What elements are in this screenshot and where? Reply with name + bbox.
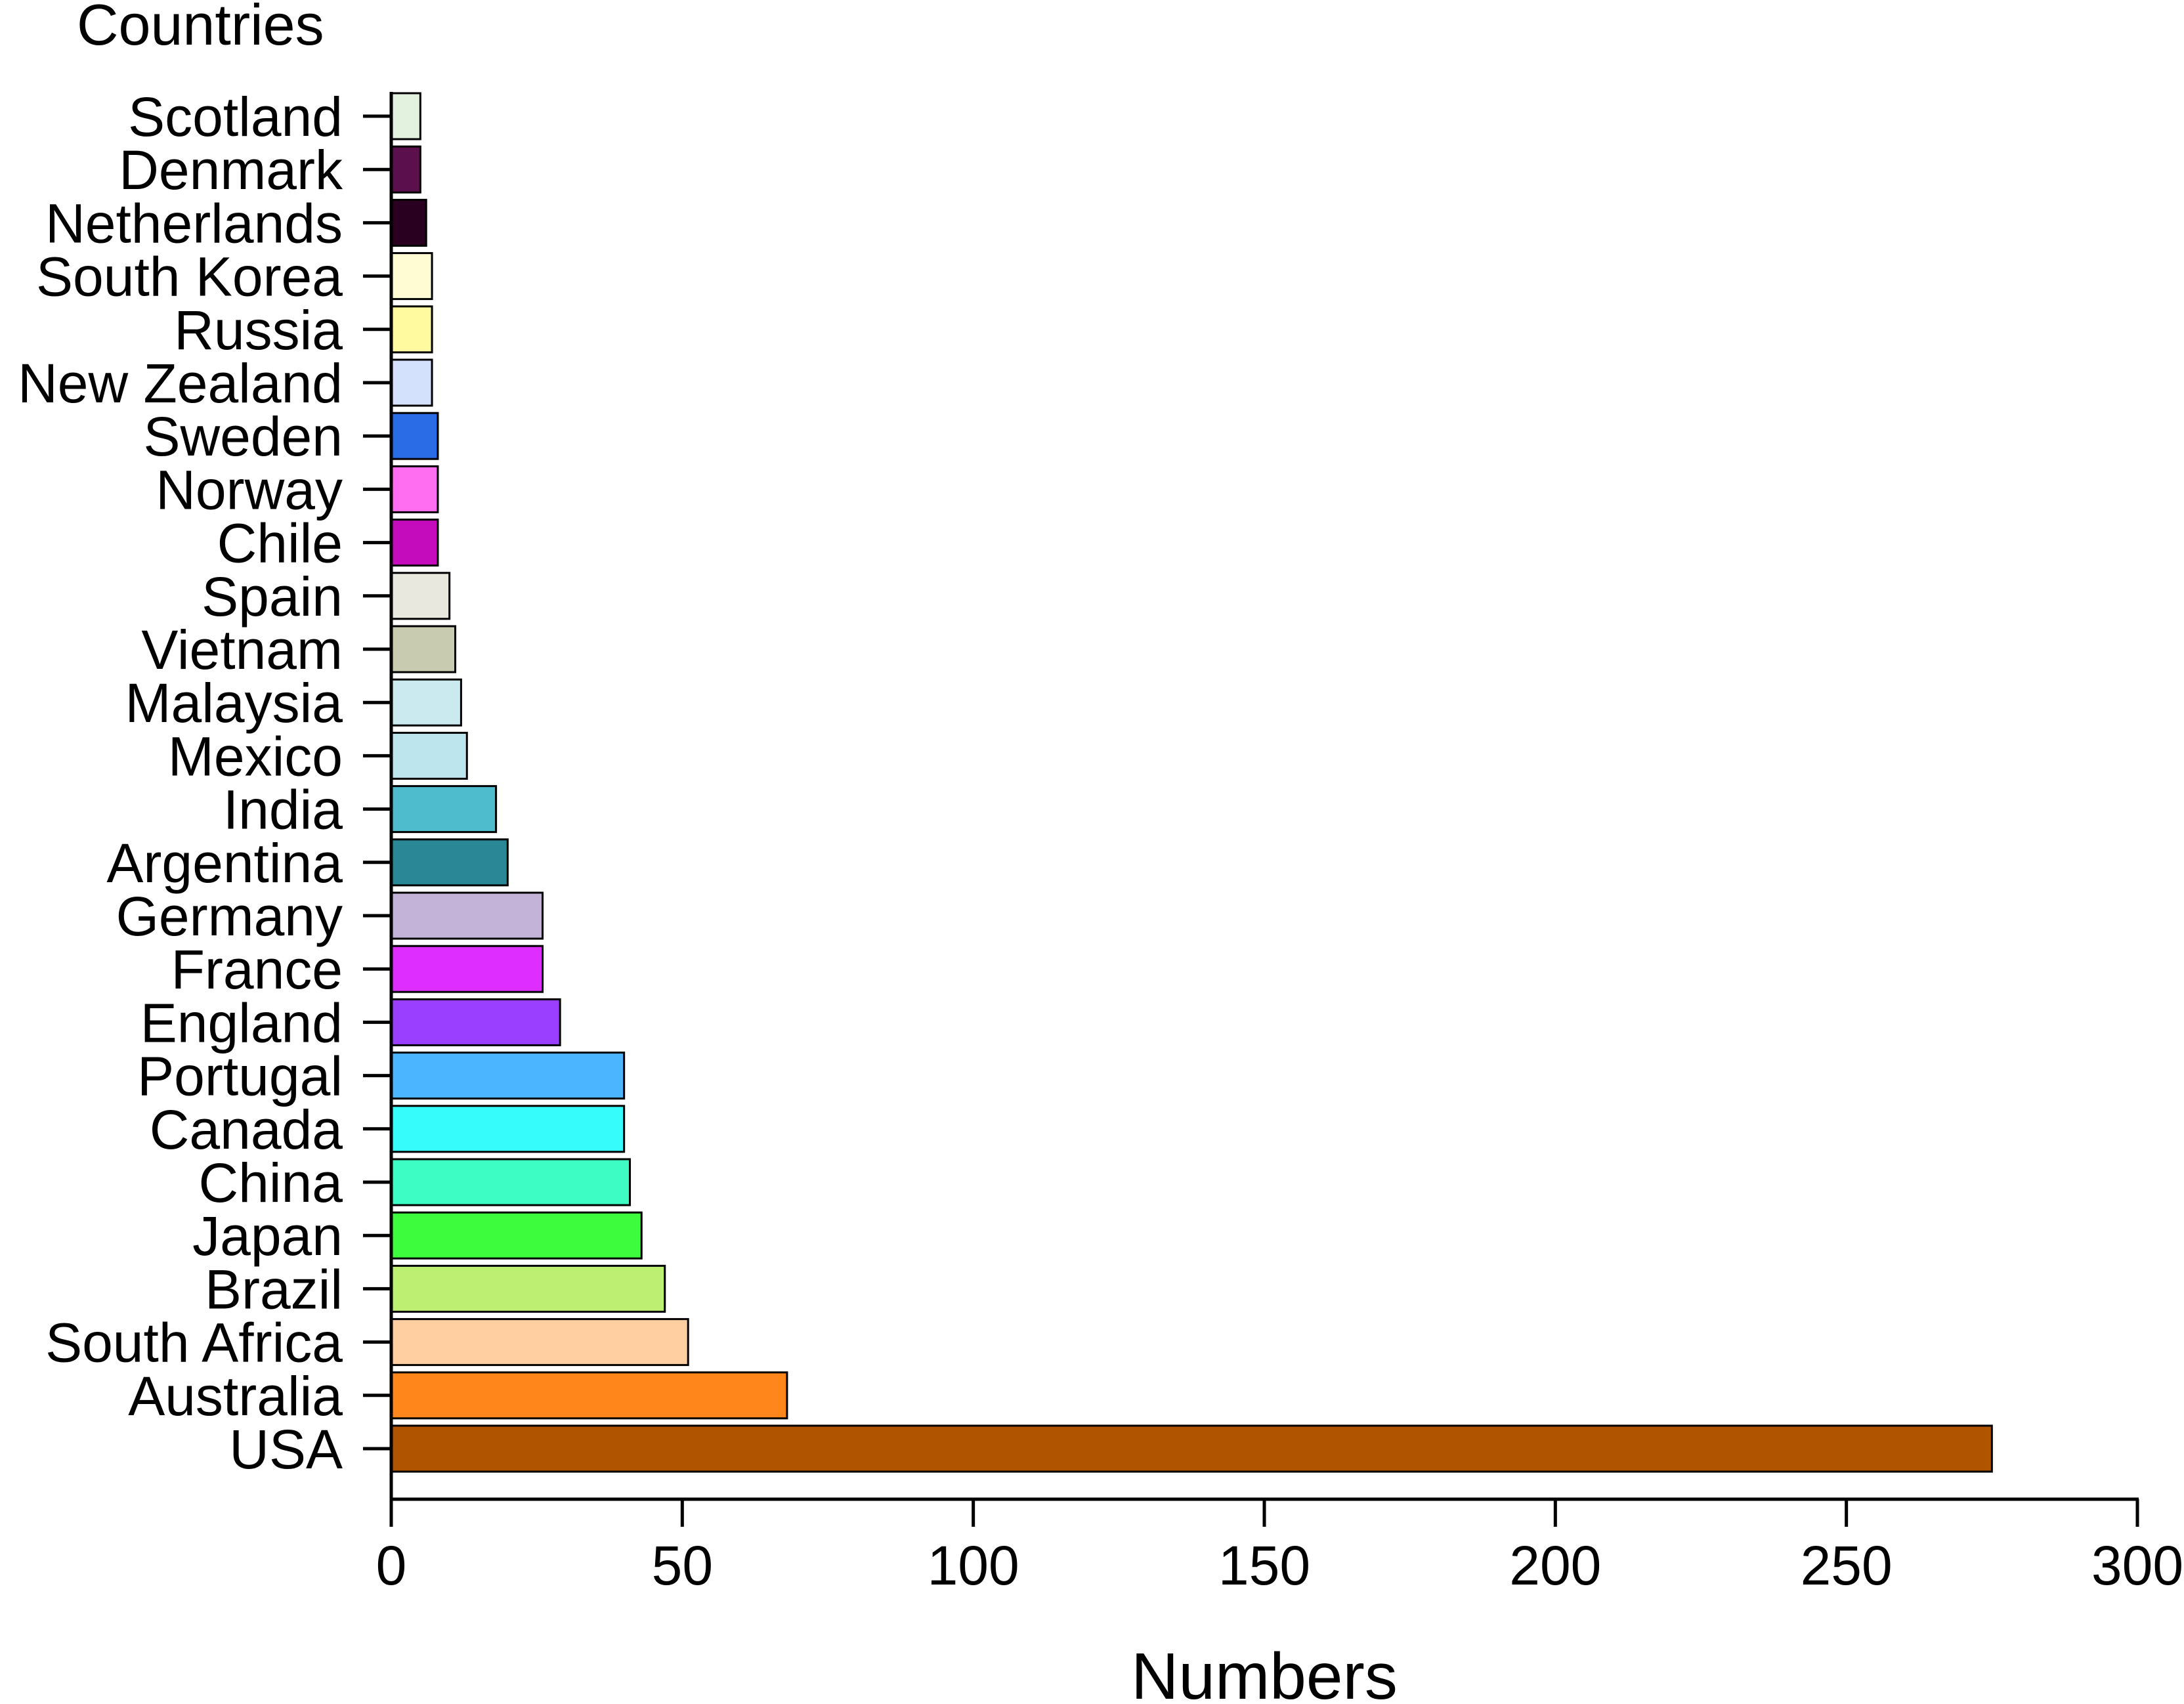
bar — [390, 252, 433, 301]
bar — [390, 465, 439, 513]
bar — [390, 1424, 1993, 1473]
bar — [390, 198, 427, 247]
bar — [390, 1211, 643, 1260]
bar — [390, 519, 439, 567]
bars-layer — [390, 92, 1993, 1473]
y-axis-title: Countries — [77, 0, 324, 57]
y-tick-label: Germany — [116, 885, 343, 947]
y-tick-label: Canada — [150, 1099, 343, 1161]
y-tick-label: Chile — [217, 513, 343, 574]
bar — [390, 1264, 666, 1313]
y-tick-label: France — [171, 939, 343, 1000]
bar — [390, 838, 509, 887]
x-axis-title: Numbers — [1131, 1640, 1398, 1704]
y-tick-label: South Africa — [45, 1312, 343, 1374]
y-tick-label: Mexico — [168, 725, 343, 787]
axes-layer — [363, 92, 2139, 1527]
bar — [390, 1105, 626, 1153]
y-tick-label: Japan — [192, 1205, 343, 1267]
x-tick-label: 150 — [1218, 1535, 1310, 1596]
bar — [390, 305, 433, 354]
x-tick-label: 0 — [376, 1535, 407, 1596]
bar — [390, 785, 498, 834]
bar — [390, 145, 421, 194]
y-tick-label: Norway — [156, 459, 343, 521]
bar — [390, 678, 462, 727]
x-tick-label: 300 — [2091, 1535, 2183, 1596]
y-tick-label: South Korea — [36, 246, 343, 308]
y-tick-label: Netherlands — [45, 192, 343, 254]
y-tick-label: China — [199, 1152, 343, 1214]
y-tick-label: Sweden — [143, 406, 343, 467]
y-tick-label: Denmark — [119, 139, 343, 201]
bar — [390, 731, 468, 780]
bar — [390, 358, 433, 407]
x-tick-label: 200 — [1509, 1535, 1601, 1596]
bar — [390, 1371, 788, 1420]
bar — [390, 945, 544, 993]
x-tick-label: 250 — [1801, 1535, 1893, 1596]
bar — [390, 1318, 689, 1367]
y-tick-label: Portugal — [137, 1046, 343, 1107]
y-tick-label: Spain — [202, 566, 343, 628]
y-tick-label: Vietnam — [141, 619, 343, 681]
y-tick-label: Scotland — [128, 86, 343, 148]
y-tick-label: Brazil — [205, 1258, 343, 1320]
y-tick-label: India — [223, 779, 343, 841]
bar — [390, 412, 439, 460]
bar — [390, 572, 451, 620]
y-tick-label: Russia — [174, 299, 343, 361]
bar — [390, 891, 544, 940]
y-tick-label: USA — [229, 1418, 343, 1480]
x-tick-label: 50 — [652, 1535, 713, 1596]
x-tick-label: 100 — [928, 1535, 1019, 1596]
y-tick-label: England — [140, 992, 343, 1054]
bar — [390, 92, 421, 140]
y-tick-label: New Zealand — [18, 352, 343, 414]
bar — [390, 1158, 632, 1206]
bar — [390, 1052, 626, 1100]
y-tick-label: Australia — [128, 1365, 343, 1427]
bar — [390, 998, 561, 1046]
bar — [390, 625, 457, 673]
y-tick-label: Argentina — [106, 832, 343, 894]
y-tick-label: Malaysia — [125, 672, 343, 734]
